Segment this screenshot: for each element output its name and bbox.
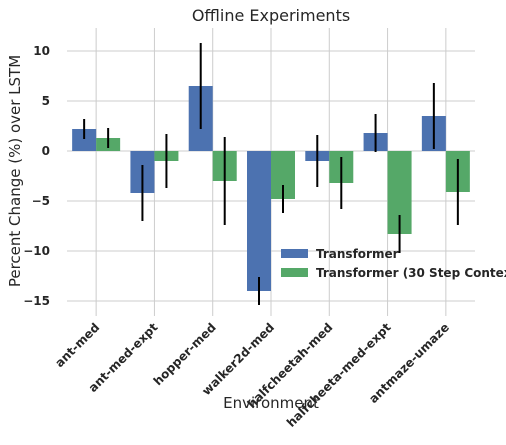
legend-swatch [281, 249, 308, 258]
x-axis-label: Environment [223, 394, 319, 412]
y-tick-label: 5 [42, 94, 50, 108]
x-tick-label: halfcheeta-med-expt [284, 320, 394, 430]
y-tick-label: −15 [23, 294, 50, 308]
y-tick-labels: −15 −10 −5 0 5 10 [23, 44, 50, 308]
x-tick-labels: ant-medant-med-expthopper-medwalker2d-me… [52, 320, 452, 430]
y-tick-label: −5 [32, 194, 50, 208]
bar [72, 129, 97, 151]
legend: Transformer Transformer (30 Step Context) [281, 247, 506, 280]
y-tick-label: −10 [23, 244, 50, 258]
y-tick-label: 0 [42, 144, 50, 158]
error-bars [83, 43, 459, 305]
y-tick-label: 10 [33, 44, 50, 58]
x-tick-label: ant-med [52, 320, 102, 370]
legend-swatch [281, 268, 308, 277]
y-axis-label: Percent Change (%) over LSTM [6, 55, 24, 287]
legend-label: Transformer (30 Step Context) [316, 266, 506, 280]
bar [247, 151, 271, 291]
legend-label: Transformer [316, 247, 399, 261]
chart-title: Offline Experiments [192, 6, 350, 25]
